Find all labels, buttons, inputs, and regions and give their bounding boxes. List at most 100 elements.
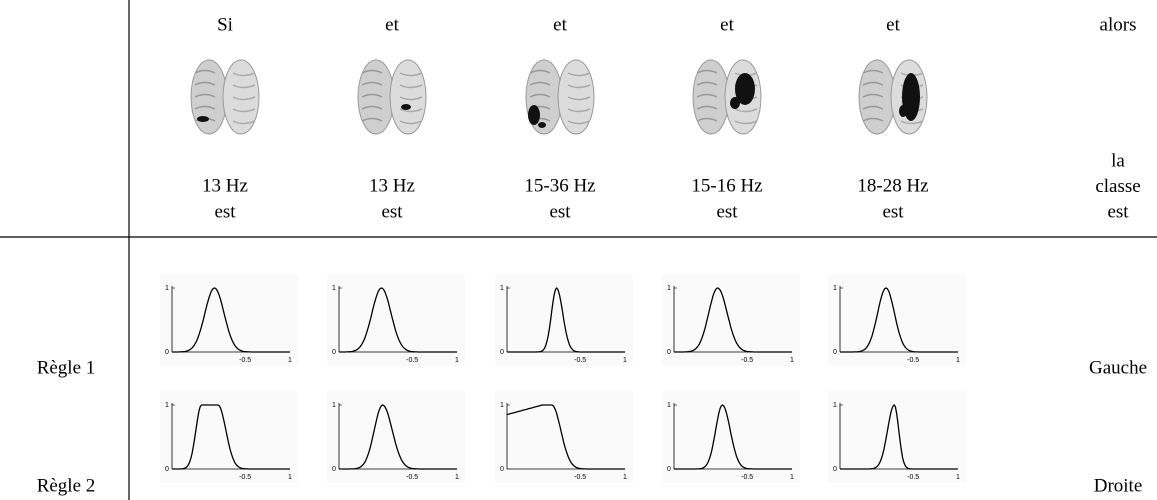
class-label: Droite xyxy=(1094,475,1143,496)
activation xyxy=(730,97,740,109)
sulcus xyxy=(862,105,884,110)
sulcus xyxy=(361,81,383,86)
sulcus xyxy=(194,81,216,86)
brain-image xyxy=(357,59,427,135)
membership-plot: 1 0 -0.5 1 xyxy=(662,274,800,366)
sulcus xyxy=(529,69,551,74)
x-tick-label: 1 xyxy=(790,357,794,364)
x-tick-label: -0.5 xyxy=(239,357,251,364)
y-tick-label: 0 xyxy=(165,349,169,356)
x-tick-label: 1 xyxy=(288,357,292,364)
membership-curve xyxy=(840,287,958,353)
hemisphere xyxy=(557,59,595,135)
plot-background xyxy=(662,274,800,366)
sulcus xyxy=(194,93,216,98)
sulcus xyxy=(567,96,591,101)
y-tick-label: 0 xyxy=(332,466,336,473)
plot-background xyxy=(327,391,465,483)
sulcus xyxy=(232,108,256,113)
sulcus xyxy=(399,84,423,89)
membership-curve xyxy=(507,286,625,353)
x-tick-label: -0.5 xyxy=(239,474,251,481)
brain-image xyxy=(190,59,260,135)
x-tick-label: 1 xyxy=(288,474,292,481)
membership-plot: 1 0 -0.5 1 xyxy=(828,274,966,366)
sulcus xyxy=(734,108,758,113)
y-tick-label: 0 xyxy=(667,349,671,356)
membership-curve xyxy=(339,404,457,470)
membership-plot: 1 0 -0.5 1 xyxy=(160,391,298,483)
x-tick-label: 1 xyxy=(455,474,459,481)
x-tick-label: 1 xyxy=(956,357,960,364)
y-tick-label: 0 xyxy=(833,349,837,356)
plot-background xyxy=(828,391,966,483)
verb: est xyxy=(549,201,571,222)
frequency: 15-16 Hz xyxy=(691,175,762,196)
hemisphere xyxy=(222,59,260,135)
membership-curve xyxy=(506,404,625,470)
sulcus xyxy=(734,120,758,125)
sulcus xyxy=(361,93,383,98)
membership-curve xyxy=(674,287,792,353)
sulcus xyxy=(399,120,423,125)
plot-background xyxy=(160,274,298,366)
x-tick-label: -0.5 xyxy=(574,474,586,481)
membership-curve xyxy=(674,404,792,470)
x-tick-label: -0.5 xyxy=(907,357,919,364)
connector: Si xyxy=(217,14,233,35)
membership-plot: 1 0 -0.5 1 xyxy=(662,391,800,483)
sulcus xyxy=(232,120,256,125)
y-tick-label: 1 xyxy=(500,285,504,292)
sulcus xyxy=(862,93,884,98)
y-tick-label: 1 xyxy=(165,402,169,409)
y-tick-label: 1 xyxy=(332,402,336,409)
y-tick-label: 1 xyxy=(833,285,837,292)
sulcus xyxy=(529,93,551,98)
rule-label: Règle 2 xyxy=(37,475,96,496)
sulcus xyxy=(567,120,591,125)
x-tick-label: -0.5 xyxy=(741,474,753,481)
connector: et xyxy=(385,14,399,35)
class-label: Gauche xyxy=(1089,357,1147,378)
x-tick-label: -0.5 xyxy=(406,357,418,364)
y-tick-label: 1 xyxy=(833,402,837,409)
x-tick-label: 1 xyxy=(623,474,627,481)
sulcus xyxy=(696,105,718,110)
sulcus xyxy=(399,72,423,77)
brain-image xyxy=(692,59,762,135)
sulcus xyxy=(696,81,718,86)
y-tick-label: 0 xyxy=(500,349,504,356)
sulcus xyxy=(529,81,551,86)
membership-curve xyxy=(172,404,290,470)
y-tick-label: 1 xyxy=(332,285,336,292)
sulcus xyxy=(361,69,383,74)
connector: alors xyxy=(1100,14,1137,35)
activation xyxy=(735,73,755,105)
verb: est xyxy=(214,201,236,222)
sulcus xyxy=(399,96,423,101)
sulcus xyxy=(361,117,383,122)
plot-background xyxy=(828,274,966,366)
x-tick-label: 1 xyxy=(455,357,459,364)
sulcus xyxy=(900,120,924,125)
hemisphere xyxy=(389,59,427,135)
frequency: 13 Hz xyxy=(369,175,415,196)
y-tick-label: 0 xyxy=(833,466,837,473)
frequency: 13 Hz xyxy=(202,175,248,196)
x-tick-label: -0.5 xyxy=(907,474,919,481)
membership-plot: 1 0 -0.5 1 xyxy=(327,391,465,483)
sulcus xyxy=(862,69,884,74)
verb: est xyxy=(716,201,738,222)
x-tick-label: 1 xyxy=(790,474,794,481)
y-tick-label: 1 xyxy=(667,285,671,292)
conclusion: est xyxy=(1107,201,1129,222)
connector: et xyxy=(553,14,567,35)
plot-background xyxy=(327,274,465,366)
y-tick-label: 0 xyxy=(500,466,504,473)
rule-label: Règle 1 xyxy=(37,357,96,378)
sulcus xyxy=(194,69,216,74)
membership-plot: 1 0 -0.5 1 xyxy=(327,274,465,366)
membership-plot: 1 0 -0.5 1 xyxy=(495,274,633,366)
y-tick-label: 0 xyxy=(667,466,671,473)
